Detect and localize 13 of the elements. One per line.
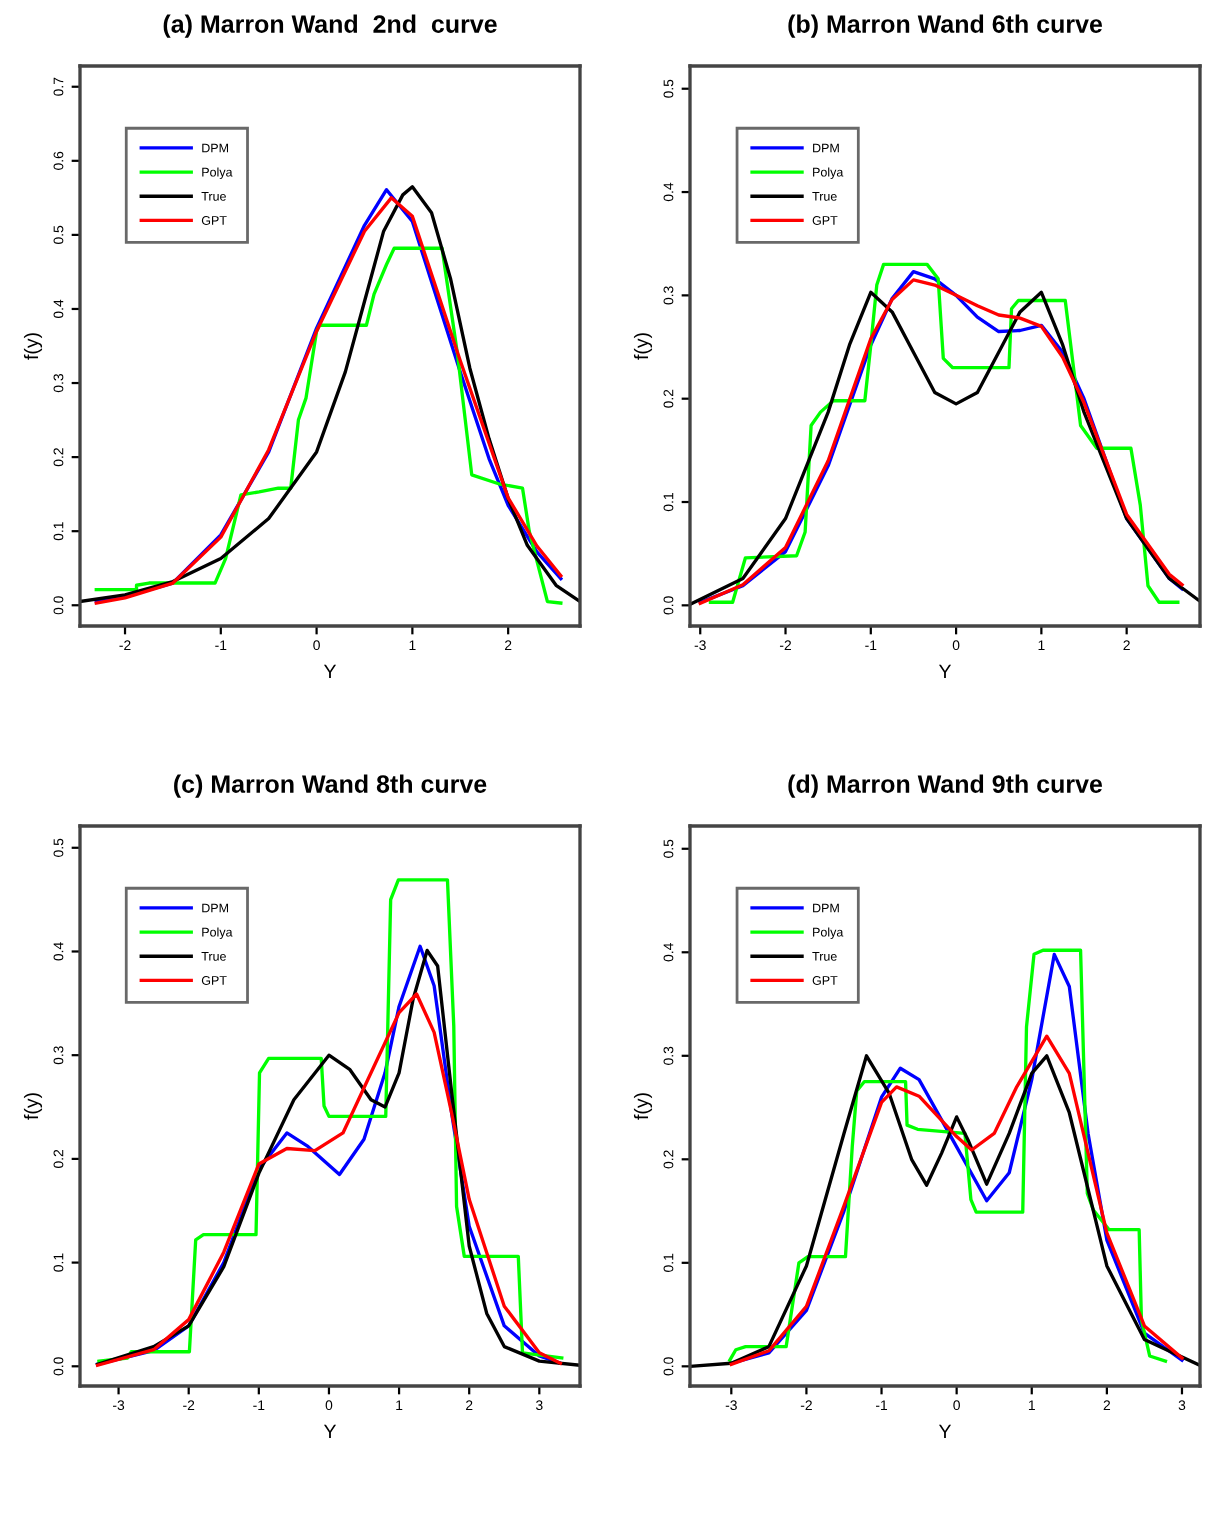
chart-title: (b) Marron Wand 6th curve — [788, 14, 1103, 38]
y-axis-title: f(y) — [633, 333, 653, 360]
x-axis-title: Y — [323, 664, 337, 679]
chart-title: (a) Marron Wand 2nd curve — [163, 14, 497, 38]
chart-title: (c) Marron Wand 8th curve — [174, 774, 487, 798]
x-axis-title: Y — [323, 1424, 337, 1439]
y-axis-title: f(y) — [633, 1093, 653, 1120]
line-series — [729, 1034, 1184, 1366]
x-axis-title: Y — [938, 664, 952, 679]
x-axis-title: Y — [938, 1424, 952, 1439]
chart-title: (d) Marron Wand 9th curve — [788, 774, 1103, 798]
y-axis-title: f(y) — [23, 1093, 43, 1120]
y-axis-title: f(y) — [23, 333, 43, 360]
